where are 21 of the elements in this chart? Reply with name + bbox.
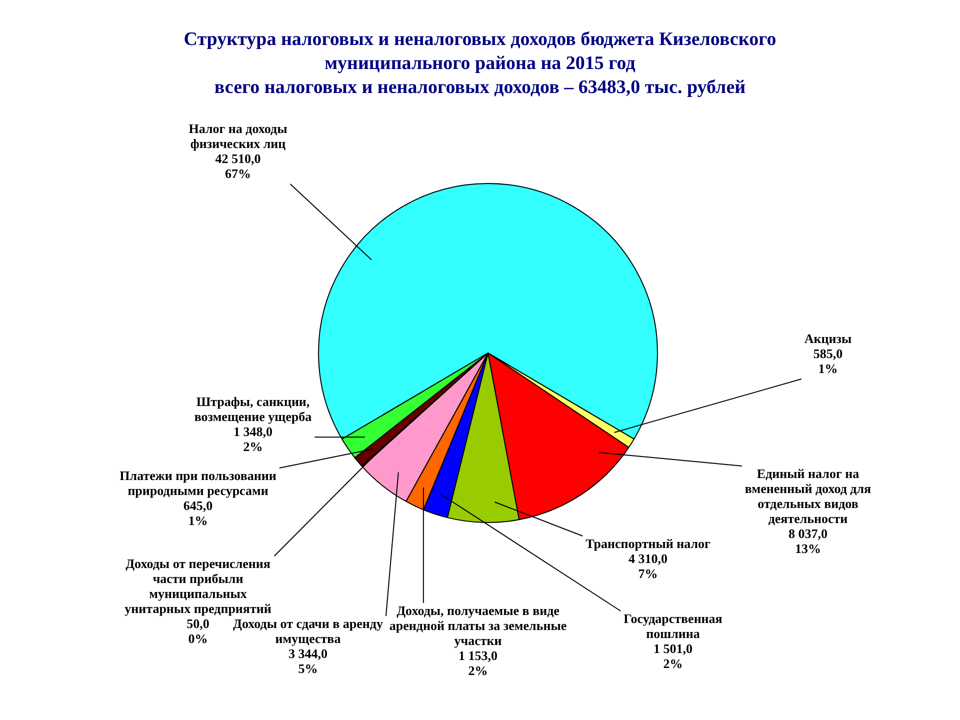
- data-label: 1 153,0 2%: [458, 648, 498, 678]
- data-label: 50,0 0%: [186, 616, 210, 646]
- chart-subtitle: всего налоговых и неналоговых доходов – 63483,0 тыс. рублей: [213, 76, 747, 100]
- slice-label: Доходы от сдачи в аренду имущества: [233, 616, 384, 646]
- data-label: 645,0 1%: [183, 498, 213, 528]
- slice-label: Транспортный налог: [586, 536, 710, 551]
- data-label: 1 348,0 2%: [234, 424, 272, 454]
- slice-label: Налог на доходы физических лиц: [188, 120, 288, 151]
- slice-label: Доходы от перечисления части прибыли муниципальных унитарных предприятий: [124, 556, 272, 616]
- slice-label: Государственная пошлина: [624, 610, 722, 641]
- data-label: 8 037,0 13%: [788, 526, 828, 556]
- data-label: 3 344,0 5%: [288, 646, 328, 676]
- data-label: 42 510,0 67%: [215, 150, 261, 181]
- slice-label: Платежи при пользовании природными ресурсами: [120, 468, 277, 498]
- slice-label: Единый налог на вмененный доход для отдельных видов деятельности: [744, 466, 872, 526]
- slice-label: Акцизы: [804, 330, 852, 346]
- data-label: 585,0 1%: [813, 346, 843, 376]
- data-label: 4 310,0 7%: [628, 550, 668, 581]
- slice-label: Штрафы, санкции, возмещение ущерба: [194, 394, 312, 424]
- data-label: 1 501,0 2%: [654, 640, 692, 671]
- slice-label: Доходы, получаемые в виде арендной платы за земельные участки: [389, 602, 567, 648]
